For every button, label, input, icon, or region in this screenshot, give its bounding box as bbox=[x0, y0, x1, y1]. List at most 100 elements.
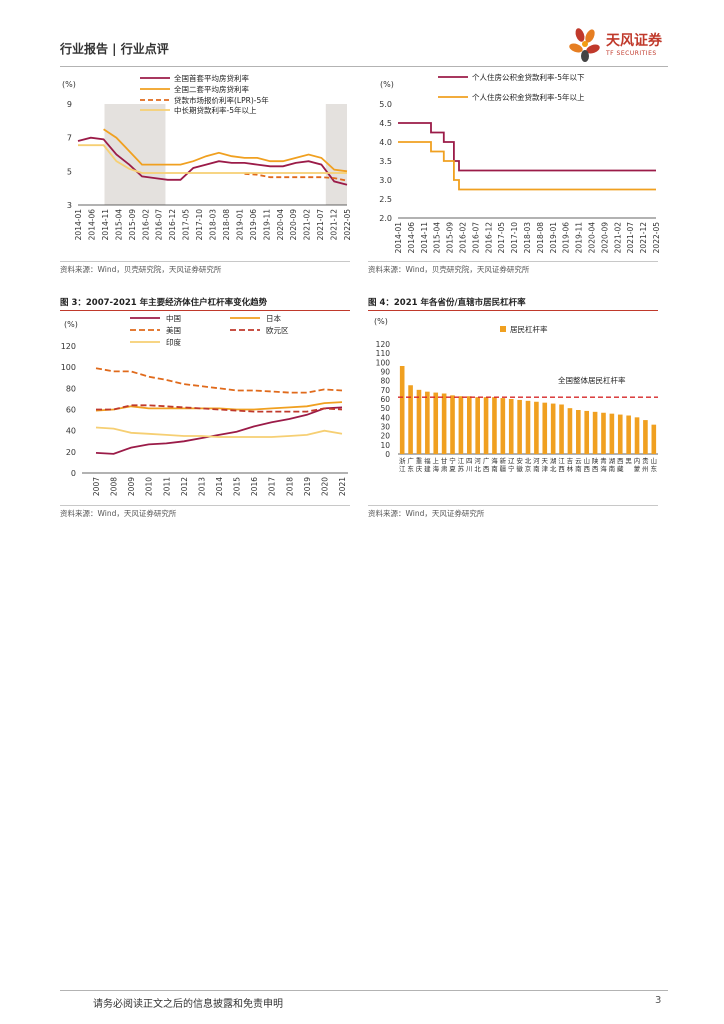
fig4-ytick: 50 bbox=[380, 404, 390, 413]
fig4-xtick-char: 内 bbox=[634, 456, 641, 465]
fig3-legend-label: 印度 bbox=[166, 337, 181, 347]
fig3-xtick: 2019 bbox=[303, 477, 312, 496]
fig1-xtick: 2020-04 bbox=[276, 209, 285, 241]
fig4-xtick-char: 安 bbox=[516, 456, 523, 465]
fig4-xtick-char: 黑 bbox=[625, 457, 632, 465]
fig4-ytick: 80 bbox=[380, 377, 390, 386]
fig4-xtick-char: 云 bbox=[575, 457, 582, 465]
fig3-legend-label: 欧元区 bbox=[266, 325, 289, 335]
fig4-xtick-char: 甘 bbox=[441, 456, 448, 465]
fig4-bar bbox=[584, 410, 590, 454]
fig4-bar bbox=[525, 400, 531, 454]
fig4-xtick-char: 海 bbox=[491, 456, 498, 465]
fig1-source: 资料来源：Wind，贝壳研究院，天风证券研究所 bbox=[60, 265, 222, 274]
fig4-xtick-char: 江 bbox=[558, 457, 565, 465]
fig2-xtick: 2016-02 bbox=[459, 222, 468, 254]
fig4-bar bbox=[651, 424, 657, 454]
fig3-xtick: 2010 bbox=[145, 477, 154, 496]
fig1-xtick: 2015-04 bbox=[114, 209, 123, 241]
fig4-ytick: 60 bbox=[380, 395, 390, 404]
fig4-xtick-char: 湖 bbox=[609, 456, 616, 465]
fig4-legend-swatch bbox=[500, 326, 506, 332]
fig4-bar bbox=[475, 397, 480, 454]
fig3-xtick: 2013 bbox=[197, 477, 206, 496]
fig3-xtick: 2009 bbox=[127, 477, 136, 496]
fig4-xtick-char: 江 bbox=[399, 465, 406, 473]
fig3-ylabel: (%) bbox=[64, 320, 78, 329]
fig3-ytick: 40 bbox=[66, 427, 76, 436]
fig3-xtick: 2015 bbox=[233, 477, 242, 496]
fig3-title-rule bbox=[60, 310, 350, 311]
fig3-xtick: 2018 bbox=[285, 477, 294, 496]
fig4-xtick-char: 青 bbox=[600, 456, 607, 465]
fig4-xtick-char: 福 bbox=[424, 456, 431, 465]
fig4-source-rule bbox=[368, 505, 658, 506]
fig4-bar bbox=[517, 399, 522, 454]
fig3-series-4 bbox=[95, 426, 343, 438]
fig1-ytick: 5 bbox=[67, 167, 72, 176]
fig2-provident-fund-rate-chart: (%) 2.0 2.5 3.0 3.5 4.0 4.5 5.0 2014-01 2014-06 20… bbox=[379, 72, 661, 254]
fig4-xtick-char: 海 bbox=[600, 464, 607, 473]
fig4-bar bbox=[466, 396, 472, 454]
fig2-xtick: 2016-07 bbox=[471, 222, 480, 254]
fig3-legend-label: 日本 bbox=[266, 313, 281, 323]
fig4-xtick-char: 南 bbox=[533, 464, 540, 473]
fig4-bar bbox=[542, 402, 548, 454]
fig1-series-0 bbox=[77, 136, 348, 186]
fig3-ytick: 0 bbox=[71, 469, 76, 478]
fig2-legend-label: 个人住房公积金贷款利率-5年以下 bbox=[472, 72, 585, 82]
fig4-bar bbox=[408, 385, 413, 454]
fig4-bar bbox=[550, 403, 556, 454]
fig4-xtick-char: 江 bbox=[458, 457, 465, 465]
fig2-series-0 bbox=[398, 122, 656, 172]
fig1-series-3 bbox=[78, 144, 347, 174]
fig4-xtick-char: 川 bbox=[466, 465, 473, 473]
fig4-xtick-char: 广 bbox=[407, 456, 414, 465]
fig4-bar bbox=[500, 398, 506, 454]
fig4-reference-label: 全国整体居民杠杆率 bbox=[558, 375, 626, 385]
fig3-ytick: 80 bbox=[66, 384, 76, 393]
fig2-xtick: 2018-08 bbox=[536, 222, 545, 254]
fig2-xtick: 2017-05 bbox=[497, 222, 506, 254]
fig4-xtick-char: 重 bbox=[416, 457, 423, 465]
fig4-xtick-char: 苏 bbox=[458, 464, 465, 473]
fig1-xtick: 2014-06 bbox=[87, 209, 96, 241]
fig4-xtick-char: 河 bbox=[474, 457, 481, 465]
fig4-bar bbox=[576, 410, 581, 454]
fig4-ytick: 100 bbox=[376, 358, 391, 367]
fig4-xtick-char: 夏 bbox=[449, 465, 456, 473]
fig3-xtick: 2008 bbox=[110, 477, 119, 496]
logo-flower-icon bbox=[569, 28, 600, 62]
fig3-ytick: 100 bbox=[61, 363, 76, 372]
fig1-xtick: 2016-02 bbox=[141, 209, 150, 241]
fig3-series-2 bbox=[95, 367, 343, 394]
fig3-household-leverage-chart: (%) 0 20 40 60 80 100 120 2007 2008 2009 2010 2011 20… bbox=[61, 313, 348, 496]
fig2-xtick: 2018-03 bbox=[523, 222, 532, 254]
fig1-xtick: 2014-11 bbox=[101, 209, 110, 241]
fig3-series-3 bbox=[96, 404, 343, 413]
fig4-xtick-char: 西 bbox=[617, 457, 624, 465]
fig4-bar bbox=[559, 404, 564, 454]
fig1-ylabel: (%) bbox=[62, 80, 76, 89]
fig2-xtick: 2021-02 bbox=[613, 222, 622, 254]
fig4-bar bbox=[534, 401, 539, 454]
fig1-series-2 bbox=[244, 173, 348, 182]
footer-rule bbox=[60, 990, 668, 991]
fig4-ytick: 20 bbox=[380, 432, 390, 441]
fig2-xtick: 2014-06 bbox=[407, 222, 416, 254]
fig3-xtick: 2014 bbox=[215, 477, 224, 496]
fig4-provincial-leverage-chart: (%)0102030405060708090100110120浙江广东重庆福建上… bbox=[374, 317, 658, 473]
fig3-title: 图 3：2007-2021 年主要经济体住户杠杆率变化趋势 bbox=[60, 298, 268, 308]
fig2-xtick: 2015-04 bbox=[433, 222, 442, 254]
fig4-source: 资料来源：Wind，天风证券研究所 bbox=[368, 509, 485, 518]
fig1-xtick: 2018-03 bbox=[209, 209, 218, 241]
fig3-series-0 bbox=[95, 406, 343, 455]
fig2-xtick: 2019-06 bbox=[562, 222, 571, 254]
fig4-xtick-char: 北 bbox=[550, 465, 557, 473]
fig4-xtick-char: 宁 bbox=[449, 456, 456, 465]
fig4-xtick-char: 建 bbox=[424, 464, 431, 473]
fig4-bar bbox=[425, 391, 430, 454]
fig1-xtick: 2017-05 bbox=[182, 209, 191, 241]
logo-name-en: TF SECURITIES bbox=[606, 50, 657, 57]
fig4-xtick-char: 宁 bbox=[508, 464, 515, 473]
